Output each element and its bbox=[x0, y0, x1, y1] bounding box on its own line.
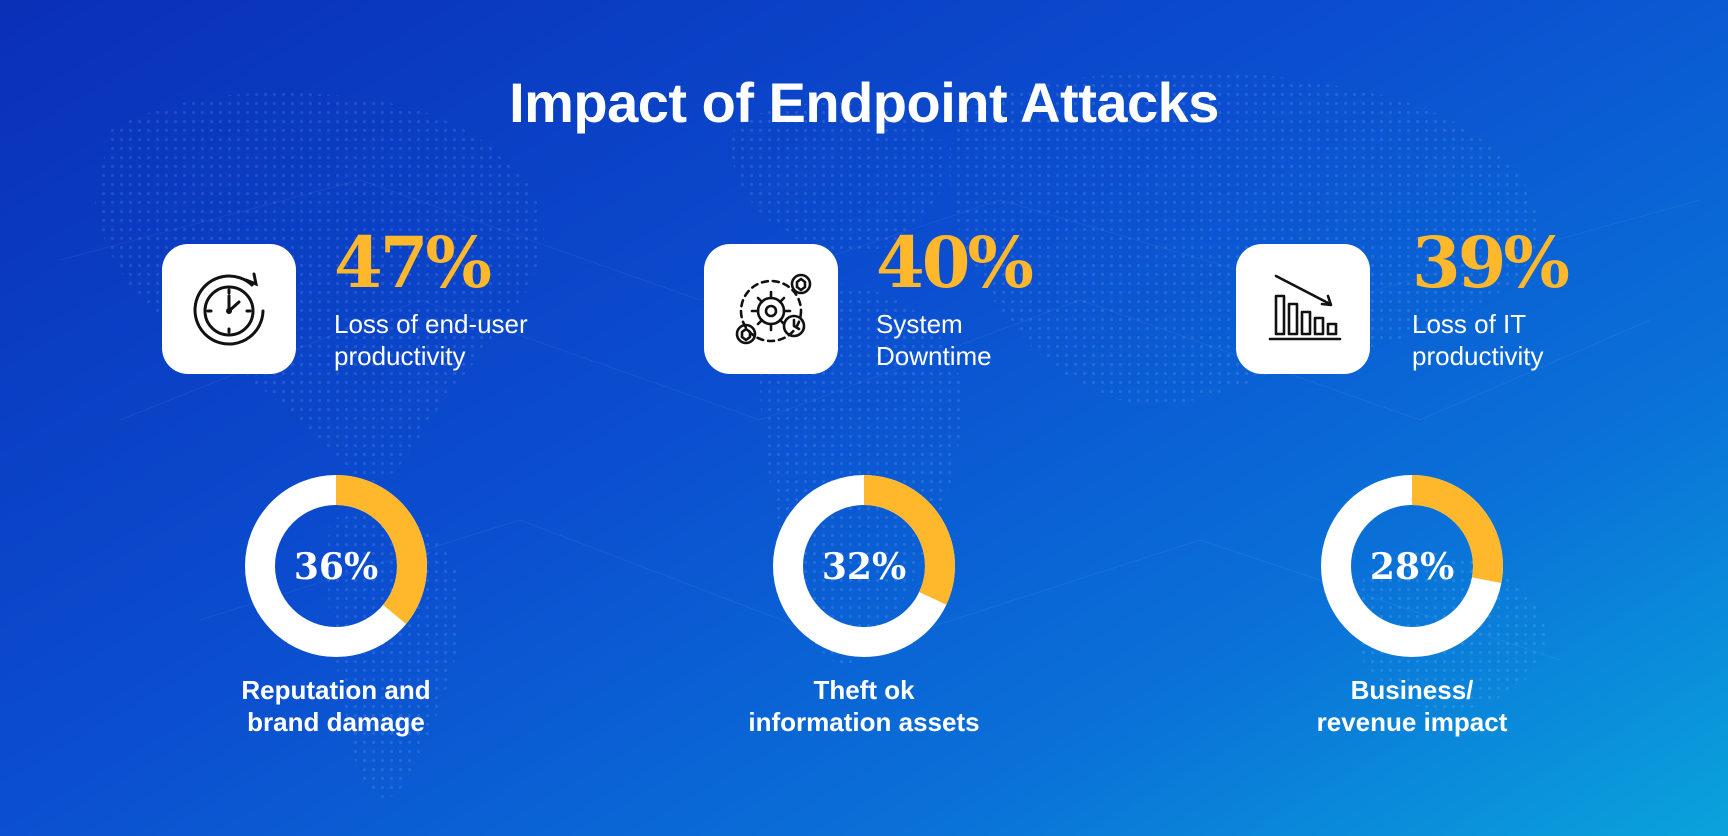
donut-2-value-arc bbox=[863, 475, 955, 605]
stat-1-icon-tile bbox=[162, 244, 296, 374]
donut-3-caption-line1: Business/ bbox=[1350, 675, 1474, 705]
donut-3-caption-line2: revenue impact bbox=[1316, 707, 1508, 737]
donut-3-value-label: 28% bbox=[1370, 546, 1454, 588]
stat-1-value: 47% bbox=[334, 221, 492, 304]
donut-2-caption-line1: Theft ok bbox=[813, 675, 915, 705]
donut-2-value-label: 32% bbox=[822, 546, 906, 588]
donut-chart-1: 36% bbox=[245, 475, 427, 657]
donut-3-value-arc bbox=[1411, 475, 1503, 584]
declining-bar-chart-icon bbox=[1268, 274, 1342, 341]
stat-1-label: Loss of end-user productivity bbox=[334, 308, 614, 372]
donut-1-caption-line2: brand damage bbox=[247, 707, 425, 737]
stat-2-label-line1: System bbox=[876, 309, 963, 339]
stat-2-label: System Downtime bbox=[876, 308, 1156, 372]
stat-2-label-line2: Downtime bbox=[876, 341, 992, 371]
donut-1-value-label: 36% bbox=[294, 546, 378, 588]
donut-2-caption: Theft ok information assets bbox=[694, 674, 1034, 738]
page-title: Impact of Endpoint Attacks bbox=[509, 71, 1219, 134]
stat-3-label-line2: productivity bbox=[1412, 341, 1544, 371]
stat-1-label-line1: Loss of end-user bbox=[334, 309, 528, 339]
donut-2-caption-line2: information assets bbox=[748, 707, 980, 737]
stat-3-label-line1: Loss of IT bbox=[1412, 309, 1527, 339]
stat-3-value: 39% bbox=[1412, 221, 1570, 304]
stopwatch-icon bbox=[193, 272, 265, 346]
gears-clock-icon bbox=[735, 273, 812, 345]
stat-3-label: Loss of IT productivity bbox=[1412, 308, 1692, 372]
donut-1-value-arc bbox=[335, 475, 427, 624]
stat-2-icon-tile bbox=[704, 244, 838, 374]
donut-1-caption-line1: Reputation and bbox=[241, 675, 431, 705]
donut-3-caption: Business/ revenue impact bbox=[1242, 674, 1582, 738]
stat-3-icon-tile bbox=[1236, 244, 1370, 374]
stat-2-value: 40% bbox=[876, 221, 1034, 304]
donut-chart-2: 32% bbox=[773, 475, 955, 657]
donut-1-caption: Reputation and brand damage bbox=[166, 674, 506, 738]
stat-1-label-line2: productivity bbox=[334, 341, 466, 371]
donut-chart-3: 28% bbox=[1321, 475, 1503, 657]
